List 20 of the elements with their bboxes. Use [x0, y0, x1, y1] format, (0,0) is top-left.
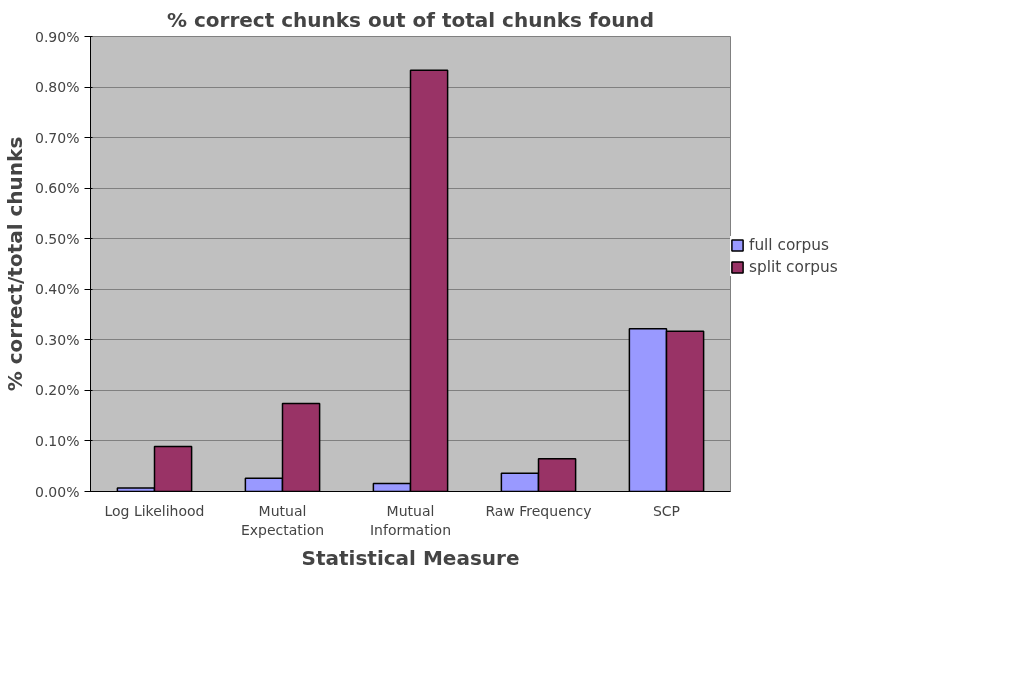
- y-tick-label: 0.30%: [35, 331, 80, 348]
- x-axis-title: Statistical Measure: [301, 545, 520, 570]
- x-tick-label: Raw Frequency: [485, 502, 592, 519]
- x-tick-label: SCP: [652, 502, 681, 519]
- y-tick-label: 0.10%: [35, 432, 80, 449]
- y-axis-title: % correct/total chunks: [3, 136, 28, 392]
- y-tick-label: 0.00%: [35, 483, 80, 500]
- y-tick-label: 0.80%: [35, 79, 80, 96]
- chart-title: % correct chunks out of total chunks found: [166, 7, 655, 32]
- y-tick-label: 0.70%: [35, 129, 80, 146]
- y-tick-label: 0.50%: [35, 230, 80, 247]
- x-tick-label: Mutual Expectation: [240, 502, 325, 538]
- y-tick-label: 0.90%: [35, 28, 80, 45]
- x-tick-label: Mutual Information: [369, 502, 452, 538]
- y-tick-label: 0.40%: [35, 281, 80, 298]
- legend-label: full corpus: [749, 236, 830, 254]
- legend-label: split corpus: [749, 258, 838, 276]
- y-tick-label: 0.20%: [35, 382, 80, 399]
- x-tick-label: Log Likelihood: [104, 502, 205, 519]
- y-tick-label: 0.60%: [35, 180, 80, 197]
